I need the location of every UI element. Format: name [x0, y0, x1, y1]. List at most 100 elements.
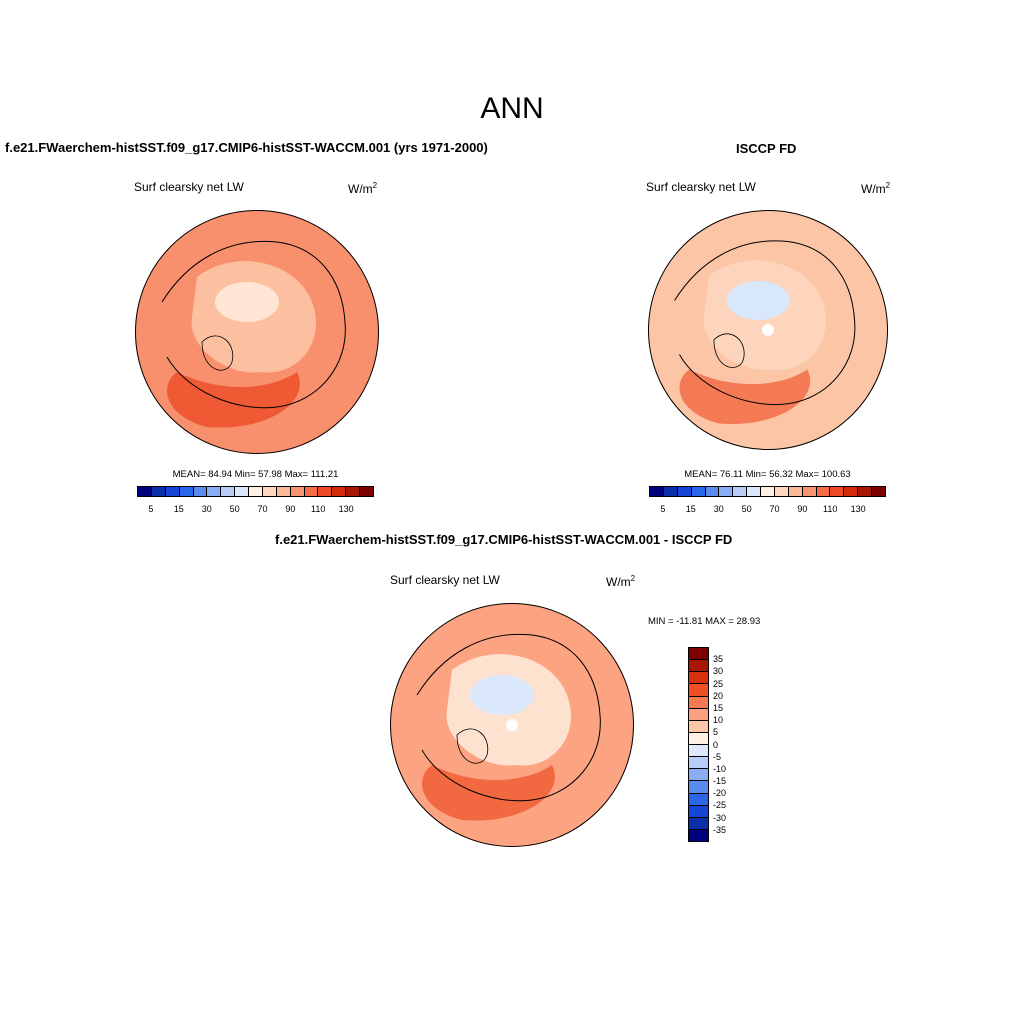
colorbar-swatch: [138, 487, 152, 496]
colorbar-swatch: [332, 487, 347, 496]
colorbar-tick-label: -20: [713, 788, 727, 799]
colorbar-swatch: [663, 487, 678, 496]
colorbar-swatch: [858, 487, 872, 496]
colorbar-tick-label: 15: [173, 504, 184, 514]
difference-colorbar-labels: 35 30 25 20 15 10 5 0 -5 -10 -15 -20 -25 -30 -35: [713, 647, 753, 842]
coastline: [161, 240, 346, 409]
colorbar-swatch: [193, 487, 208, 496]
colorbar-swatch: [304, 487, 319, 496]
colorbar-swatch: [733, 487, 748, 496]
figure-title: ANN: [480, 92, 544, 125]
pole-missing-data: [762, 324, 774, 336]
colorbar-swatch: [689, 720, 708, 733]
greenland-outline: [713, 333, 745, 368]
colorbar-swatch: [290, 487, 305, 496]
colorbar-tick-label: 0: [713, 739, 719, 750]
colorbar-tick-label: 130: [850, 504, 866, 514]
colorbar-tick-label: 50: [229, 504, 240, 514]
colorbar-swatch: [650, 487, 664, 496]
coastline: [674, 240, 856, 405]
colorbar-swatch: [689, 817, 708, 830]
colorbar-swatch: [151, 487, 166, 496]
coastline: [416, 633, 601, 802]
low-value-region: [470, 675, 534, 715]
panel-2-colorbar: [649, 486, 886, 497]
colorbar-swatch: [235, 487, 249, 496]
panel-3-variable: Surf clearsky net LW: [390, 573, 500, 587]
colorbar-swatch: [677, 487, 692, 496]
colorbar-tick-label: 70: [257, 504, 268, 514]
colorbar-swatch: [872, 487, 885, 496]
colorbar-swatch: [689, 769, 708, 782]
colorbar-swatch: [689, 829, 708, 841]
colorbar-swatch: [689, 805, 708, 818]
colorbar-swatch: [689, 708, 708, 721]
colorbar-tick-label: 15: [685, 504, 696, 514]
low-value-region: [215, 282, 279, 322]
colorbar-tick-label: -35: [713, 824, 727, 835]
map-border: [135, 210, 379, 454]
colorbar-tick-label: 5: [148, 504, 154, 514]
panel-2-polar-map: [648, 210, 888, 450]
panel-1-polar-map: [135, 210, 379, 454]
warm-anomaly-region: [679, 369, 811, 424]
colorbar-tick-label: 50: [741, 504, 752, 514]
colorbar-swatch: [221, 487, 236, 496]
greenland-outline: [201, 335, 234, 371]
map-border: [648, 210, 888, 450]
colorbar-swatch: [249, 487, 263, 496]
colorbar-tick-label: 5: [660, 504, 666, 514]
colorbar-tick-label: 20: [713, 690, 724, 701]
panel-3-polar-map: [390, 603, 634, 847]
colorbar-swatch: [802, 487, 817, 496]
colorbar-tick-label: 110: [311, 504, 326, 514]
colorbar-swatch: [689, 684, 708, 697]
colorbar-swatch: [719, 487, 734, 496]
panel-3-title: f.e21.FWaerchem-histSST.f09_g17.CMIP6-hi…: [275, 532, 733, 547]
panel-2-units: W/m2: [861, 181, 891, 196]
colorbar-tick-label: 130: [338, 504, 354, 514]
warm-anomaly-region: [167, 372, 300, 428]
colorbar-swatch: [179, 487, 194, 496]
colorbar-swatch: [689, 648, 708, 661]
colorbar-tick-label: -30: [713, 812, 727, 823]
pole-missing-data: [506, 719, 518, 731]
colorbar-swatch: [318, 487, 333, 496]
colorbar-swatch: [691, 487, 706, 496]
colorbar-tick-label: -10: [713, 763, 727, 774]
colorbar-swatch: [165, 487, 180, 496]
panel-2-stats: MEAN= 76.11 Min= 56.32 Max= 100.63: [684, 469, 851, 480]
colorbar-tick-label: 30: [713, 504, 724, 514]
colorbar-tick-label: 90: [285, 504, 296, 514]
panel-2-colorbar-labels: 5 15 30 50 70 90 110 130: [649, 504, 886, 516]
colorbar-swatch: [788, 487, 803, 496]
colorbar-tick-label: 90: [797, 504, 808, 514]
warm-anomaly-region: [422, 765, 555, 821]
colorbar-swatch: [360, 487, 373, 496]
colorbar-tick-label: 5: [713, 727, 719, 738]
colorbar-swatch: [276, 487, 291, 496]
greenland-outline: [456, 728, 489, 764]
panel-3-units: W/m2: [606, 574, 636, 589]
colorbar-swatch: [262, 487, 277, 496]
panel-1-colorbar: [137, 486, 374, 497]
colorbar-tick-label: 35: [713, 654, 724, 665]
panel-3-minmax: MIN = -11.81 MAX = 28.93: [648, 616, 761, 627]
colorbar-swatch: [689, 745, 708, 758]
colorbar-swatch: [689, 757, 708, 770]
colorbar-tick-label: 30: [713, 666, 724, 677]
difference-colorbar: [688, 647, 709, 842]
panel-1-units: W/m2: [348, 181, 378, 196]
low-value-region: [726, 280, 790, 321]
colorbar-swatch: [689, 732, 708, 745]
colorbar-swatch: [689, 672, 708, 685]
panel-1-title: f.e21.FWaerchem-histSST.f09_g17.CMIP6-hi…: [5, 140, 488, 155]
colorbar-swatch: [689, 793, 708, 806]
colorbar-tick-label: 70: [769, 504, 780, 514]
colorbar-tick-label: 15: [713, 702, 724, 713]
colorbar-tick-label: -5: [713, 751, 722, 762]
map-border: [390, 603, 634, 847]
colorbar-swatch: [747, 487, 761, 496]
colorbar-swatch: [844, 487, 859, 496]
colorbar-swatch: [207, 487, 222, 496]
